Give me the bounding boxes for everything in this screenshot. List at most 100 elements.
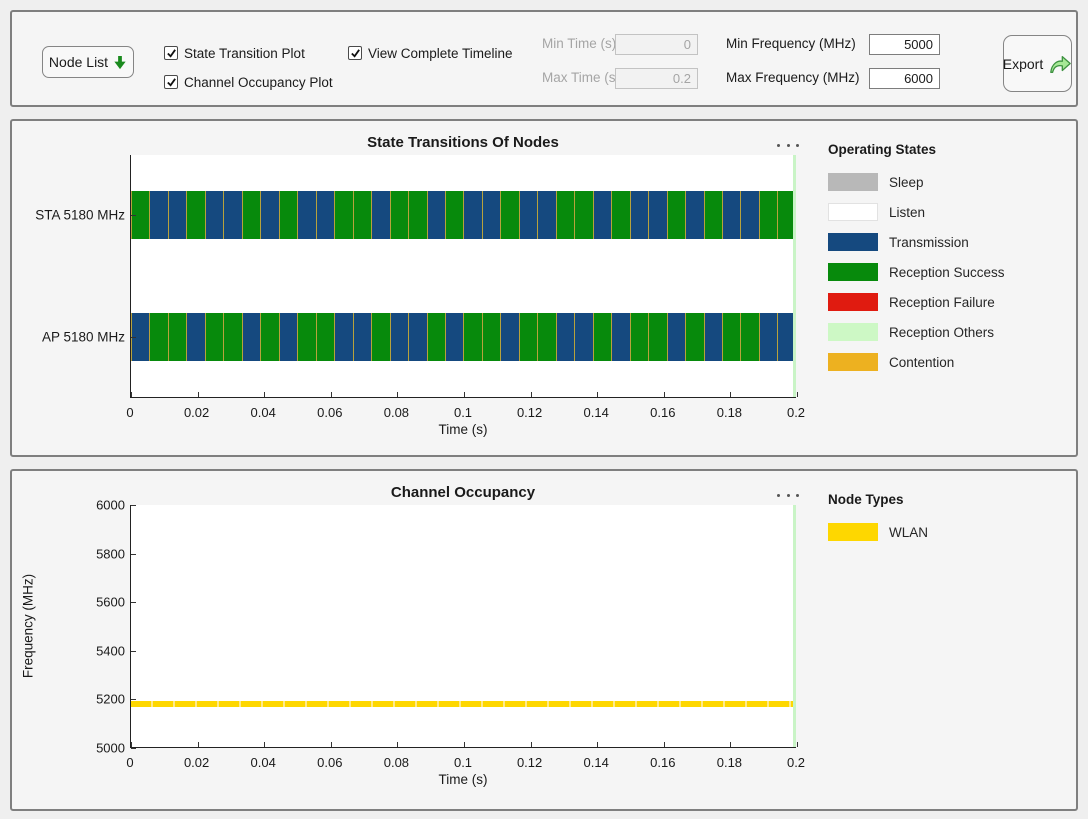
- state-segment-tx: [555, 313, 575, 361]
- state-segment-rs: [685, 313, 704, 361]
- state-segment-rs: [629, 313, 649, 361]
- legend-item: Contention: [828, 347, 1005, 377]
- y-tick-label: 6000: [96, 497, 125, 513]
- node-list-button[interactable]: Node List: [42, 46, 134, 78]
- channel-x-axis-ticks: 0 0.02 0.04 0.06 0.08 0.1 0.12 0.14 0.16 0.18 0.2: [126, 755, 805, 771]
- legend-label: Reception Failure: [889, 294, 995, 310]
- legend-swatch: [828, 263, 878, 281]
- state-segment-rs: [518, 313, 538, 361]
- state-segment-rs: [481, 313, 501, 361]
- state-segment-tx: [444, 313, 464, 361]
- x-tick-label: 0.02: [183, 755, 210, 770]
- legend-item: Reception Others: [828, 317, 1005, 347]
- state-segment-rs: [703, 191, 722, 239]
- state-segment-tx: [371, 191, 390, 239]
- legend-swatch: [828, 233, 878, 251]
- x-tick-label: 0.1: [453, 755, 473, 770]
- state-segment-rs: [352, 191, 372, 239]
- export-arrow-icon: [1048, 52, 1072, 76]
- state-segment-rs: [555, 191, 575, 239]
- state-segment-tx: [463, 191, 482, 239]
- checkbox-view-complete-timeline[interactable]: View Complete Timeline: [348, 45, 513, 61]
- y-tick-label: 5600: [96, 594, 125, 610]
- node-types-legend: Node Types WLAN: [828, 492, 928, 547]
- legend-items: Sleep Listen Transmission Reception Success…: [828, 167, 1005, 377]
- min-time-label: Min Time (s): [542, 36, 617, 51]
- state-segment-tx: [204, 191, 224, 239]
- state-segment-tx: [685, 191, 704, 239]
- state-segment-rs: [223, 313, 242, 361]
- sta-state-bar: [131, 191, 796, 239]
- state-segment-tx: [703, 313, 722, 361]
- state-segment-tx: [648, 191, 667, 239]
- legend-label: Sleep: [889, 174, 924, 190]
- legend-swatch: [828, 323, 878, 341]
- export-label: Export: [1002, 55, 1044, 72]
- state-segment-rs: [426, 313, 445, 361]
- timeline-end-marker: [793, 155, 796, 397]
- checkbox-state-transition-plot[interactable]: State Transition Plot: [164, 45, 305, 61]
- state-segment-tx: [611, 313, 630, 361]
- x-tick-label: 0: [126, 755, 134, 770]
- checkbox-icon: [348, 46, 362, 60]
- x-tick-label: 0: [126, 405, 134, 420]
- legend-label: WLAN: [889, 524, 929, 540]
- state-segment-rs: [574, 191, 593, 239]
- state-segment-rs: [463, 313, 482, 361]
- legend-title: Node Types: [828, 492, 904, 507]
- checkbox-channel-occupancy-plot[interactable]: Channel Occupancy Plot: [164, 74, 333, 90]
- legend-swatch: [828, 293, 878, 311]
- state-segment-tx: [297, 191, 316, 239]
- legend-swatch: [828, 173, 878, 191]
- channel-plot-options-icon[interactable]: [775, 488, 801, 502]
- checkbox-icon: [164, 75, 178, 89]
- state-segment-rs: [758, 191, 778, 239]
- state-plot-options-icon[interactable]: [775, 138, 801, 152]
- wlan-occupancy-band: [131, 701, 796, 707]
- state-segment-rs: [149, 313, 168, 361]
- checkbox-icon: [164, 46, 178, 60]
- x-tick-label: 0.12: [516, 755, 543, 770]
- x-tick-label: 0.04: [250, 755, 276, 770]
- state-segment-tx: [186, 313, 205, 361]
- state-segment-tx: [408, 313, 427, 361]
- state-segment-rs: [241, 191, 261, 239]
- legend-label: Listen: [889, 204, 926, 220]
- state-segment-tx: [315, 191, 335, 239]
- state-segment-rs: [444, 191, 464, 239]
- y-tick-label: 5800: [96, 546, 125, 562]
- state-segment-rs: [315, 313, 335, 361]
- checkbox-label: Channel Occupancy Plot: [184, 74, 333, 90]
- legend-swatch: [828, 523, 878, 541]
- state-segment-rs: [648, 313, 667, 361]
- state-segment-rs: [722, 313, 741, 361]
- state-segment-rs: [389, 191, 409, 239]
- checkbox-label: View Complete Timeline: [368, 45, 513, 61]
- legend-label: Contention: [889, 354, 955, 370]
- legend-swatch: [828, 203, 878, 221]
- state-segment-tx: [777, 313, 796, 361]
- export-button[interactable]: Export: [1003, 35, 1072, 92]
- min-frequency-input[interactable]: [869, 34, 940, 55]
- timeline-end-marker: [793, 505, 796, 747]
- state-segment-rs: [371, 313, 390, 361]
- x-tick-label: 0.04: [250, 405, 276, 420]
- state-segment-tx: [241, 313, 261, 361]
- state-segment-tx: [481, 191, 501, 239]
- max-time-input: [615, 68, 698, 89]
- x-tick-label: 0.16: [650, 755, 676, 770]
- state-segment-rs: [408, 191, 427, 239]
- state-transitions-plot: [130, 155, 798, 398]
- operating-states-legend: Operating States Sleep Listen Transmission…: [828, 142, 1005, 377]
- checkbox-label: State Transition Plot: [184, 45, 305, 61]
- max-frequency-input[interactable]: [869, 68, 940, 89]
- state-segment-tx: [518, 191, 538, 239]
- channel-plot-title: Channel Occupancy: [390, 484, 536, 501]
- state-segment-rs: [260, 313, 279, 361]
- state-segment-rs: [334, 191, 353, 239]
- state-segment-tx: [426, 191, 445, 239]
- y-tick-label: 5000: [96, 740, 125, 756]
- row-label-sta: STA 5180 MHz: [35, 207, 125, 223]
- max-frequency-label: Max Frequency (MHz): [726, 70, 860, 85]
